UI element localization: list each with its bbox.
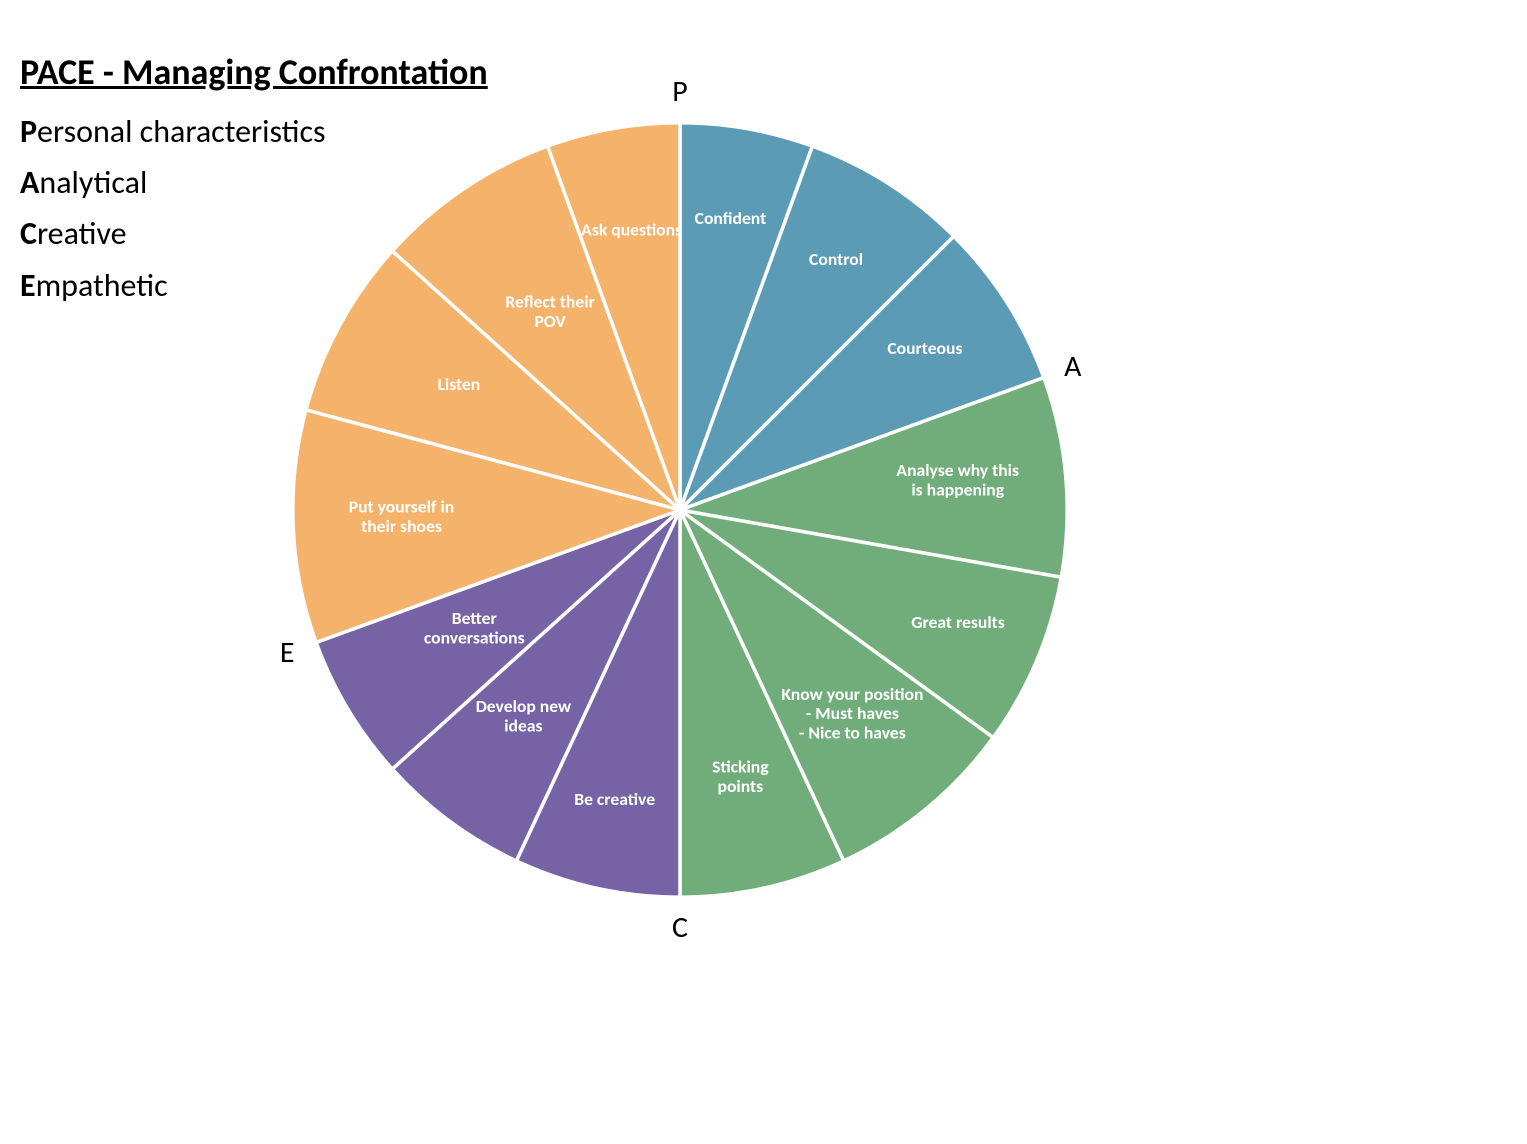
- acrostic-lead: A: [20, 163, 39, 202]
- slice-label: Be creative: [574, 788, 655, 810]
- slice-label: Ask questions: [581, 218, 682, 240]
- quadrant-letter: A: [1064, 349, 1082, 385]
- slice-label: Listen: [437, 373, 480, 395]
- slice-label: Control: [809, 248, 863, 270]
- quadrant-letter: E: [280, 635, 295, 671]
- slice-label: Confident: [695, 207, 767, 229]
- quadrant-letter: C: [672, 910, 688, 946]
- pace-pie-chart: Confident Control Courteous Analyse why thi…: [240, 50, 1120, 970]
- slice-label: Put yourself intheir shoes: [349, 495, 454, 536]
- title-main: PACE -: [20, 50, 122, 94]
- quadrant-letter: P: [672, 74, 687, 110]
- slice-label: Stickingpoints: [712, 755, 769, 796]
- slice-label: Great results: [911, 611, 1005, 633]
- acrostic-lead: C: [20, 214, 37, 253]
- slice-label: Courteous: [887, 337, 962, 359]
- acrostic-rest: nalytical: [39, 163, 147, 202]
- acrostic-rest: mpathetic: [36, 266, 168, 305]
- acrostic-lead: P: [20, 112, 37, 151]
- acrostic-lead: E: [20, 266, 36, 305]
- acrostic-rest: reative: [37, 214, 127, 253]
- slice-label: Analyse why thisis happening: [896, 459, 1019, 500]
